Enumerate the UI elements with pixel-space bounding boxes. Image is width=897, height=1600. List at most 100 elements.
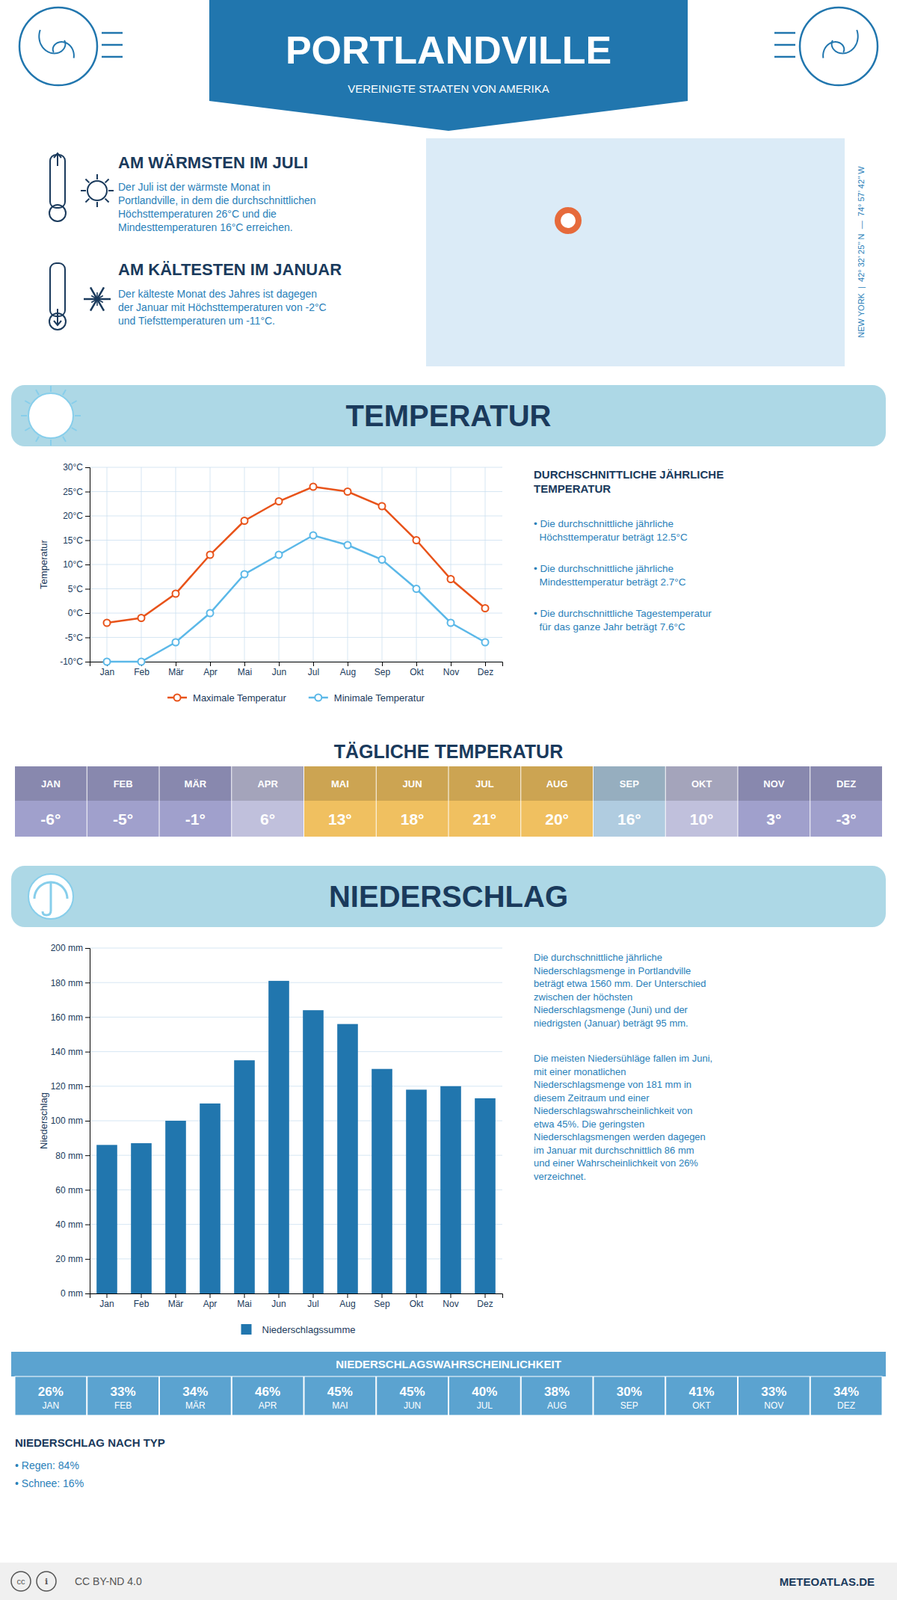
bar-chart: 0 mm20 mm40 mm60 mm80 mm100 mm120 mm140 … xyxy=(38,942,504,1335)
x-tick-mark xyxy=(244,1293,246,1298)
y-tick: 40 mm xyxy=(55,1219,90,1230)
table-value-cell xyxy=(593,800,666,837)
table-value-label: -1° xyxy=(185,810,206,828)
y-tick-label: 180 mm xyxy=(50,977,83,989)
table-value-cell xyxy=(448,800,521,837)
series-point xyxy=(344,541,352,549)
table-header-cell xyxy=(87,766,160,801)
text-line: Niederschlagsmenge in Portlandville xyxy=(533,965,691,977)
y-tick-label: 80 mm xyxy=(55,1150,83,1161)
y-tick-label: 60 mm xyxy=(55,1184,83,1196)
table-value-label: 33% xyxy=(110,1384,137,1399)
table-value-label: 38% xyxy=(544,1384,570,1399)
y-tick-label: 200 mm xyxy=(50,942,83,954)
thermometer-body xyxy=(50,263,66,317)
table-header-label: FEB xyxy=(113,778,134,790)
x-tick-label: Dez xyxy=(477,666,494,678)
section-icon xyxy=(28,393,74,439)
legend-item: Minimale Temperatur xyxy=(308,692,426,704)
y-axis-title: Niederschlag xyxy=(38,1092,50,1149)
ornament-ring xyxy=(19,7,98,86)
bar xyxy=(199,1103,221,1294)
section-icon xyxy=(28,873,74,919)
y-tick-label: 20 mm xyxy=(55,1253,83,1265)
ornament-swirl xyxy=(53,41,75,58)
series-point xyxy=(310,483,317,491)
bar xyxy=(405,1089,427,1294)
y-tick: 15°C xyxy=(62,535,90,546)
x-tick: Apr xyxy=(203,661,218,678)
grid-line-y xyxy=(89,491,503,492)
bar xyxy=(302,1009,324,1294)
ornament-dash xyxy=(774,44,796,47)
table-header-cell xyxy=(448,766,521,801)
table-header-label: DEZ xyxy=(836,778,856,790)
y-tick-mark xyxy=(85,1120,90,1122)
y-tick-mark xyxy=(85,467,90,468)
table-title: NIEDERSCHLAGSWAHRSCHEINLICHKEIT xyxy=(335,1357,562,1371)
sidebar-bullet: • Die durchschnittliche jährliche Mindes… xyxy=(533,562,687,588)
y-tick-label: 5°C xyxy=(68,583,83,595)
table-value-label: 16° xyxy=(617,810,642,828)
y-tick-mark xyxy=(85,1293,90,1294)
x-tick-label: Nov xyxy=(443,666,459,678)
map-area xyxy=(426,138,845,367)
sun-ray xyxy=(85,178,89,183)
x-tick-label: Sep xyxy=(373,1298,391,1309)
legend-item: Niederschlagssumme xyxy=(241,1323,356,1336)
grid-line-x xyxy=(381,467,383,662)
x-tick-label: Aug xyxy=(340,666,356,678)
y-tick: 30°C xyxy=(62,461,90,473)
legend-item: Maximale Temperatur xyxy=(167,692,287,704)
y-axis-line xyxy=(85,948,91,1294)
y-tick-mark xyxy=(85,612,90,614)
precipitation-sidebar: Die durchschnittliche jährlicheNiedersch… xyxy=(533,951,713,1182)
text-line: mit einer monatlichen xyxy=(533,1065,627,1078)
x-tick-mark xyxy=(313,661,314,667)
table-value-label: 45% xyxy=(327,1384,353,1399)
x-tick: Jul xyxy=(307,661,320,678)
table-category-label: JUL xyxy=(476,1400,494,1411)
types-item: • Regen: 84% xyxy=(14,1459,80,1472)
section-icon-ray xyxy=(50,439,52,446)
text-line: Der kälteste Monat des Jahres ist dagege… xyxy=(118,287,317,300)
bar xyxy=(474,1098,496,1294)
y-tick-mark xyxy=(85,564,90,566)
table-category-label: OKT xyxy=(692,1400,711,1411)
table-value-cell xyxy=(159,1376,231,1416)
x-tick-mark xyxy=(485,1293,486,1298)
highlight-title: AM KÄLTESTEN IM JANUAR xyxy=(118,260,342,279)
header-banner xyxy=(209,0,688,131)
table-header-label: OKT xyxy=(691,778,713,790)
table-value-cell xyxy=(231,800,304,837)
table-value-cell xyxy=(810,1376,883,1416)
location-marker xyxy=(554,207,582,234)
y-tick-label: 10°C xyxy=(62,559,83,570)
table-value-label: 6° xyxy=(260,810,276,828)
y-tick-label: 40 mm xyxy=(55,1219,83,1230)
y-tick-label: 0°C xyxy=(68,607,83,619)
country-subtitle: VEREINIGTE STAATEN VON AMERIKA xyxy=(347,82,550,95)
legend: Niederschlagssumme xyxy=(241,1323,356,1336)
x-tick-mark xyxy=(175,661,177,667)
x-tick-mark xyxy=(175,1293,177,1298)
x-tick: Jun xyxy=(271,1293,286,1309)
x-tick: Okt xyxy=(409,1293,424,1309)
table-header-cell xyxy=(304,766,376,801)
table-value-label: 13° xyxy=(328,810,353,828)
precipitation-types: NIEDERSCHLAG NACH TYP• Regen: 84%• Schne… xyxy=(14,1435,166,1490)
x-tick: Jun xyxy=(272,661,287,678)
table-header-label: APR xyxy=(257,778,279,790)
sidebar-paragraph: Die durchschnittliche jährlicheNiedersch… xyxy=(533,951,707,1029)
series-point xyxy=(275,551,283,559)
series-line xyxy=(106,535,486,662)
table-value-label: -5° xyxy=(112,810,134,828)
sun-icon xyxy=(80,174,114,208)
y-tick: 120 mm xyxy=(50,1080,90,1092)
text-line: Niederschlagsmenge von 181 mm in xyxy=(533,1078,692,1090)
umbrella-handle xyxy=(42,882,51,915)
y-tick-mark xyxy=(85,1016,90,1018)
x-tick: Sep xyxy=(373,1293,391,1309)
y-tick: 0°C xyxy=(68,607,90,619)
table-value-cell xyxy=(87,1376,160,1416)
